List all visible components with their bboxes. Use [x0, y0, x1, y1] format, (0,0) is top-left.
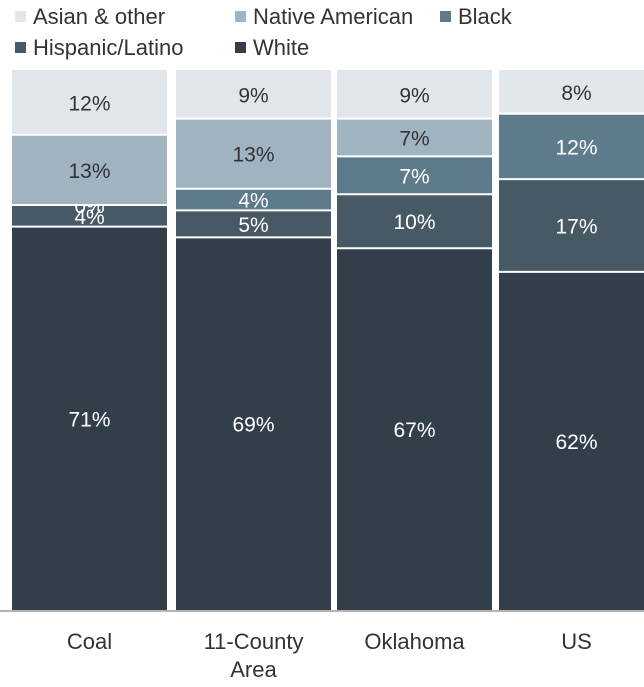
data-label: 67%: [393, 419, 435, 442]
bar-segment: [337, 70, 492, 119]
data-label: 17%: [555, 215, 597, 238]
data-label: 9%: [399, 84, 429, 107]
bar-segment: [12, 70, 167, 135]
category-label: US: [561, 629, 592, 654]
bar-segment: [499, 113, 644, 180]
legend-swatch: [15, 42, 26, 53]
bar-segment: [499, 271, 644, 610]
legend: Asian & other Native American Black Hispani…: [0, 0, 644, 62]
legend-label: Native American: [253, 4, 414, 29]
legend-label: Hispanic/Latino: [33, 35, 184, 60]
legend-swatch: [235, 11, 246, 22]
bar-segment: [499, 179, 644, 272]
legend-item: Hispanic/Latino: [15, 35, 183, 61]
legend-swatch: [235, 42, 246, 53]
bar-segment: [499, 70, 644, 114]
legend-label: Asian & other: [33, 4, 166, 29]
data-label: 12%: [555, 136, 597, 159]
data-label: 71%: [68, 408, 110, 431]
legend-label: Black: [458, 4, 512, 29]
bar-segment: [337, 194, 492, 249]
legend-item: Asian & other: [15, 4, 165, 30]
data-label: 7%: [399, 165, 429, 188]
data-label: 4%: [74, 206, 104, 229]
data-label: 10%: [393, 211, 435, 234]
data-label: 8%: [561, 82, 591, 105]
category-label: 11-County: [204, 629, 304, 654]
bar-segment: [337, 118, 492, 157]
legend-label: White: [253, 35, 310, 60]
bar-segment: [337, 156, 492, 195]
bar-segment: [12, 226, 167, 610]
bar-segment: [12, 205, 167, 227]
bar-segment: [176, 188, 331, 211]
legend-swatch: [15, 11, 26, 22]
bar-segment: [176, 70, 331, 119]
data-label: 69%: [232, 414, 274, 437]
data-label: 4%: [238, 190, 268, 213]
data-label: 62%: [555, 431, 597, 454]
category-label: Area: [230, 657, 277, 682]
legend-item: Black: [440, 4, 512, 30]
category-label: Oklahoma: [364, 629, 465, 654]
bar-segment: [176, 237, 331, 610]
bar-segment: [176, 118, 331, 189]
data-label: 13%: [68, 160, 110, 183]
data-label: 12%: [68, 92, 110, 115]
data-label: 7%: [399, 128, 429, 151]
data-label: 9%: [238, 84, 268, 107]
legend-item: Native American: [235, 4, 413, 30]
data-label: 13%: [232, 144, 274, 167]
legend-swatch: [440, 11, 451, 22]
legend-item: White: [235, 35, 309, 61]
bar-segment: [12, 134, 167, 205]
bar-segment: [337, 248, 492, 610]
category-label: Coal: [67, 629, 112, 654]
bar-segment: [176, 210, 331, 238]
data-label: 5%: [238, 214, 268, 237]
